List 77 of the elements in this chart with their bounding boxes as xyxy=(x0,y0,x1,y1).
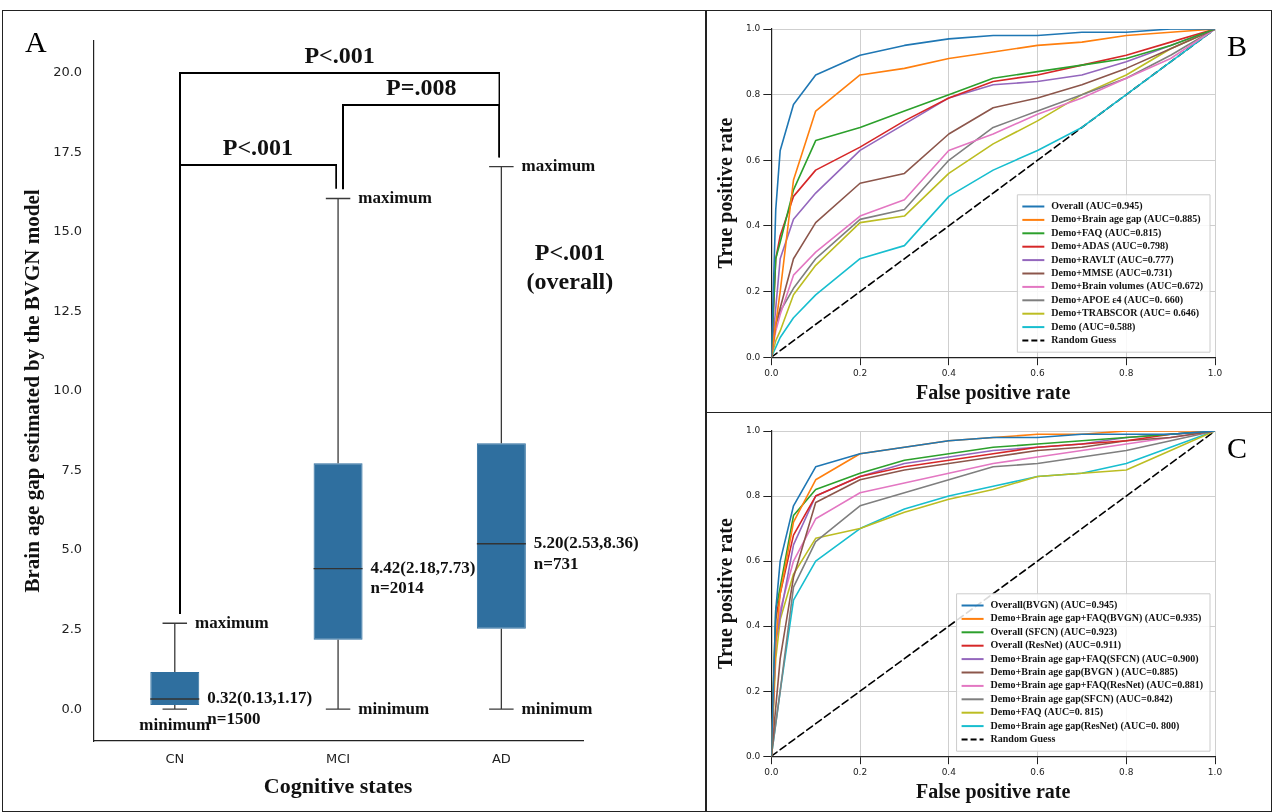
legend-label: Overall(BVGN) (AUC=0.945) xyxy=(990,599,1118,612)
annotation: 5.20(2.53,8.36) n=731 xyxy=(533,533,639,573)
legend-label: Demo+Brain age gap(BVGN ) (AUC=0.885) xyxy=(990,666,1178,679)
x-tick-label: 0.2 xyxy=(852,766,868,777)
annotation: P<.001 (overall) xyxy=(526,239,614,295)
legend-label: Demo+APOE ε4 (AUC=0. 660) xyxy=(1051,293,1184,306)
x-tick-label: 0.6 xyxy=(1030,766,1045,777)
annotation: maximum xyxy=(521,156,596,176)
x-axis-title: False positive rate xyxy=(915,381,1071,405)
legend-label: Random Guess xyxy=(1051,334,1117,346)
y-axis-title: True positive rate xyxy=(714,117,738,269)
x-axis-title: Cognitive states xyxy=(263,773,413,799)
legend-label: Demo+Brain age gap(SFCN) (AUC=0.842) xyxy=(990,692,1173,705)
y-tick-label: 12.5 xyxy=(53,302,83,318)
chart-title: A xyxy=(25,25,47,59)
y-tick-label: 10.0 xyxy=(53,382,83,398)
legend-label: Demo+Brain age gap(ResNet) (AUC=0. 800) xyxy=(990,719,1180,732)
annotation: P<.001 xyxy=(304,42,375,69)
y-tick-label: 5.0 xyxy=(61,541,83,557)
legend-label: Demo+RAVLT (AUC=0.777) xyxy=(1051,253,1174,266)
x-tick-label: 0.4 xyxy=(941,367,957,378)
annotation: 4.42(2.18,7.73) n=2014 xyxy=(370,557,476,598)
y-tick-label: 0.2 xyxy=(745,685,761,696)
legend-label: Overall (SFCN) (AUC=0.923) xyxy=(990,625,1118,638)
legend-label: Demo+Brain age gap+FAQ(ResNet) (AUC=0.881) xyxy=(990,679,1204,692)
legend-label: Overall (ResNet) (AUC=0.911) xyxy=(990,639,1121,652)
x-tick-label: 0.4 xyxy=(941,766,957,777)
y-tick-label: 0.8 xyxy=(745,88,761,99)
x-tick-label: 0.2 xyxy=(852,367,868,378)
annotation: minimum xyxy=(358,698,430,718)
legend-label: Demo+Brain age gap (AUC=0.885) xyxy=(1051,213,1201,226)
y-tick-label: 20.0 xyxy=(53,64,83,80)
y-tick-label: 0.6 xyxy=(745,555,761,566)
legend-label: Demo+FAQ (AUC=0.815) xyxy=(1051,226,1162,239)
y-tick-label: 7.5 xyxy=(61,461,83,477)
x-tick-label: 1.0 xyxy=(1207,367,1223,378)
x-tick-label: MCI xyxy=(326,751,351,767)
legend-label: Demo+Brain age gap+FAQ(BVGN) (AUC=0.935) xyxy=(990,612,1202,625)
legend-label: Demo (AUC=0.588) xyxy=(1051,320,1136,333)
legend-label: Demo+MMSE (AUC=0.731) xyxy=(1051,267,1173,280)
x-axis-title: False positive rate xyxy=(915,780,1071,804)
x-tick-label: 0.6 xyxy=(1030,367,1045,378)
y-tick-label: 0.0 xyxy=(61,700,83,716)
x-tick-label: 0.8 xyxy=(1119,766,1134,777)
y-tick-label: 1.0 xyxy=(745,425,761,436)
y-tick-label: 1.0 xyxy=(745,23,761,34)
x-tick-label: AD xyxy=(491,751,511,767)
x-tick-label: 1.0 xyxy=(1207,766,1223,777)
y-tick-label: 2.5 xyxy=(61,621,83,637)
x-tick-label: 0.0 xyxy=(764,766,779,777)
annotation: maximum xyxy=(358,187,432,207)
y-tick-label: 0.4 xyxy=(745,220,761,231)
y-tick-label: 0.4 xyxy=(745,620,761,631)
x-tick-label: 0.8 xyxy=(1119,367,1134,378)
legend-label: Overall (AUC=0.945) xyxy=(1051,200,1143,213)
y-tick-label: 17.5 xyxy=(53,143,83,159)
y-tick-label: 0.2 xyxy=(745,285,761,296)
legend-label: Random Guess xyxy=(990,733,1056,745)
y-tick-label: 0.6 xyxy=(745,154,761,165)
chart-title: B xyxy=(1227,29,1248,63)
annotation: P=.008 xyxy=(386,73,457,100)
legend-label: Demo+FAQ (AUC=0. 815) xyxy=(990,706,1104,719)
legend-label: Demo+Brain age gap+FAQ(SFCN) (AUC=0.900) xyxy=(990,652,1199,665)
chart-title: C xyxy=(1227,431,1248,465)
annotation: maximum xyxy=(195,612,269,632)
legend-label: Demo+ADAS (AUC=0.798) xyxy=(1051,240,1169,253)
x-tick-label: 0.0 xyxy=(764,367,779,378)
y-axis-title: True positive rate xyxy=(714,518,738,669)
y-axis-title: Brain age gap estimated by the BVGN model xyxy=(20,189,45,593)
annotation: P<.001 xyxy=(222,134,294,161)
x-tick-label: CN xyxy=(165,751,185,767)
legend-label: Demo+TRABSCOR (AUC= 0.646) xyxy=(1051,307,1200,320)
annotation: minimum xyxy=(521,698,593,718)
legend-label: Demo+Brain volumes (AUC=0.672) xyxy=(1051,280,1204,293)
y-tick-label: 0.8 xyxy=(745,490,761,501)
y-tick-label: 15.0 xyxy=(53,223,83,239)
y-tick-label: 0.0 xyxy=(745,351,761,362)
